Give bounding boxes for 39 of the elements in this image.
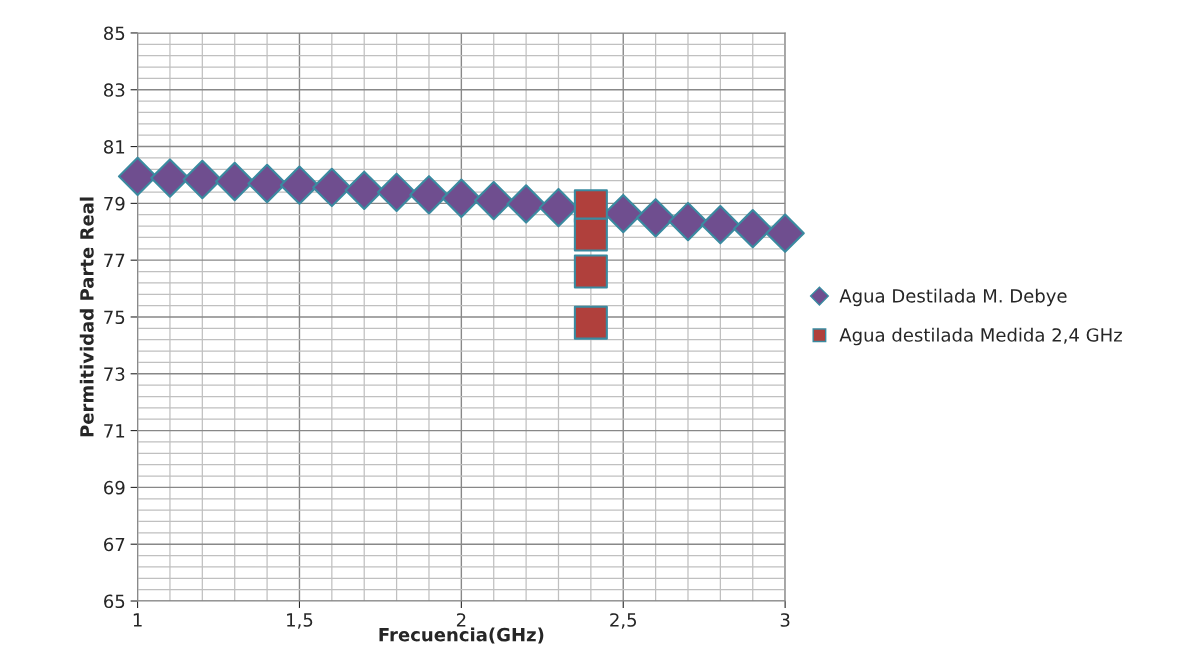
point: [573, 305, 608, 340]
y-axis-title: Permitividad Parte Real: [79, 197, 94, 437]
legend-label: Agua destilada Medida 2,4 GHz: [839, 327, 1122, 346]
point: [215, 161, 255, 202]
point: [376, 172, 417, 212]
point: [700, 204, 741, 245]
x-tick-label: 2,5: [610, 613, 637, 629]
point: [344, 170, 384, 210]
y-tick-label: 73: [104, 367, 125, 381]
point: [765, 213, 805, 253]
point: [635, 198, 676, 238]
x-axis-title: Frecuencia(GHz): [379, 627, 544, 644]
point: [573, 254, 608, 289]
y-tick-label: 67: [104, 537, 125, 552]
point: [573, 217, 608, 252]
y-tick-label: 83: [104, 83, 125, 97]
point: [474, 180, 514, 221]
y-tick-label: 81: [104, 140, 125, 154]
point: [733, 208, 773, 249]
point: [312, 167, 352, 208]
point: [506, 184, 546, 224]
point: [409, 175, 449, 215]
point: [668, 201, 708, 242]
point: [279, 165, 320, 205]
point: [247, 163, 287, 204]
y-tick-label: 79: [104, 196, 125, 211]
y-tick-label: 65: [104, 594, 125, 609]
legend-label: Agua Destilada M. Debye: [839, 288, 1067, 307]
x-tick-label: 1,5: [287, 613, 313, 629]
y-tick-label: 69: [104, 480, 125, 495]
x-tick-label: 1: [133, 613, 142, 627]
point: [441, 178, 482, 218]
point: [150, 158, 190, 198]
y-tick-label: 75: [104, 310, 125, 325]
y-tick-label: 77: [104, 253, 125, 268]
y-tick-label: 85: [104, 26, 125, 41]
x-tick-label: 3: [780, 613, 790, 627]
x-tick-label: 2: [456, 613, 466, 627]
y-tick-label: 71: [104, 424, 125, 438]
